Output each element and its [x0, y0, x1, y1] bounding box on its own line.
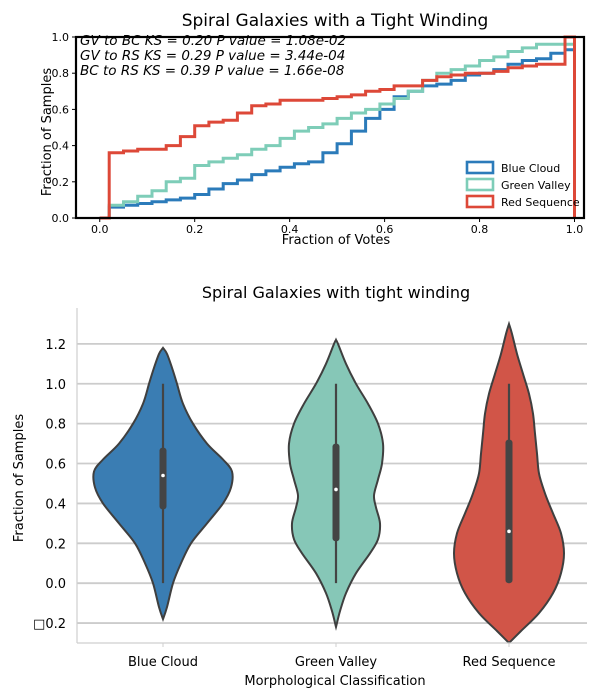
ecdf-y-tick-label: 0.8 — [52, 67, 70, 80]
violin-y-tick-label: 0.6 — [45, 458, 66, 473]
ecdf-line-red-sequence — [99, 35, 576, 220]
violin-y-axis-label: Fraction of Samples — [12, 414, 27, 542]
violin-x-axis-label: Morphological Classification — [244, 674, 425, 689]
ecdf-legend-label: Green Valley — [501, 179, 571, 192]
ecdf-legend-swatch — [465, 194, 495, 209]
ecdf-legend-swatch — [465, 177, 495, 192]
violin-x-tick-label: Red Sequence — [463, 655, 556, 670]
ecdf-y-tick-label: 0.6 — [52, 103, 70, 116]
ecdf-x-tick-label: 1.0 — [566, 223, 584, 236]
ecdf-y-tick-label: 0.0 — [52, 212, 70, 225]
violin-y-tick-label: 0.8 — [45, 418, 66, 433]
violin-y-tick-label: 0.0 — [45, 577, 66, 592]
ecdf-chart: Spiral Galaxies with a Tight Winding 0.0… — [40, 11, 586, 248]
ecdf-ann-2: GV to RS KS = 0.29 P value = 3.44e-04 — [80, 48, 345, 64]
violin-iqr-box-red-sequence — [505, 439, 513, 584]
violin-x-tick-label: Green Valley — [295, 655, 378, 670]
ecdf-legend-swatch — [465, 160, 495, 175]
violin-group — [92, 320, 566, 645]
ecdf-x-tick-label: 0.0 — [91, 223, 109, 236]
ecdf-line-blue-cloud — [99, 37, 576, 220]
ecdf-x-ticks: 0.0 0.2 0.4 0.6 0.8 1.0 — [91, 218, 583, 236]
violin-y-tick-label: 1.0 — [45, 378, 66, 393]
ecdf-series-group — [99, 35, 576, 220]
ecdf-y-axis-label: Fraction of Samples — [40, 68, 55, 196]
violin-y-tick-label: □0.2 — [33, 617, 66, 632]
violin-chart: Spiral Galaxies with tight winding 1.21.… — [12, 283, 587, 689]
violin-y-tick-label: 1.2 — [45, 338, 66, 353]
ecdf-legend: Blue Cloud Green Valley Red Sequence — [465, 160, 580, 209]
violin-y-tick-label: 0.2 — [45, 537, 66, 552]
ecdf-x-axis-label: Fraction of Votes — [282, 233, 391, 248]
ecdf-line-green-valley — [99, 37, 576, 220]
violin-y-tick-label: 0.4 — [45, 497, 66, 512]
ecdf-y-tick-label: 0.4 — [52, 140, 70, 153]
ecdf-legend-label: Blue Cloud — [501, 162, 560, 175]
ecdf-y-ticks: 0.0 0.2 0.4 0.6 0.8 1.0 — [52, 31, 76, 225]
violin-title: Spiral Galaxies with tight winding — [202, 283, 470, 302]
violin-median-blue-cloud — [161, 473, 165, 478]
ecdf-y-tick-label: 0.2 — [52, 176, 70, 189]
violin-median-red-sequence — [507, 529, 511, 534]
violin-x-ticks: Blue Cloud Green Valley Red Sequence — [128, 643, 556, 670]
ecdf-x-tick-label: 0.8 — [471, 223, 489, 236]
ecdf-x-tick-label: 0.2 — [186, 223, 204, 236]
ecdf-ann-1: GV to BC KS = 0.20 P value = 1.08e-02 — [80, 33, 346, 49]
violin-iqr-box-blue-cloud — [159, 447, 167, 510]
violin-iqr-box-green-valley — [332, 443, 340, 542]
violin-median-green-valley — [334, 487, 338, 492]
violin-y-ticks: 1.2 1.0 0.8 0.6 0.4 0.2 0.0 □0.2 — [33, 338, 66, 632]
ecdf-title: Spiral Galaxies with a Tight Winding — [182, 11, 489, 31]
ecdf-plot-frame — [74, 35, 586, 220]
ecdf-x-tick-label: 0.6 — [376, 223, 394, 236]
ecdf-legend-label: Red Sequence — [501, 196, 580, 209]
ecdf-ann-3: BC to RS KS = 0.39 P value = 1.66e-08 — [80, 63, 344, 79]
ecdf-x-tick-label: 0.4 — [281, 223, 299, 236]
violin-x-tick-label: Blue Cloud — [128, 655, 198, 670]
ecdf-y-tick-label: 1.0 — [52, 31, 70, 44]
